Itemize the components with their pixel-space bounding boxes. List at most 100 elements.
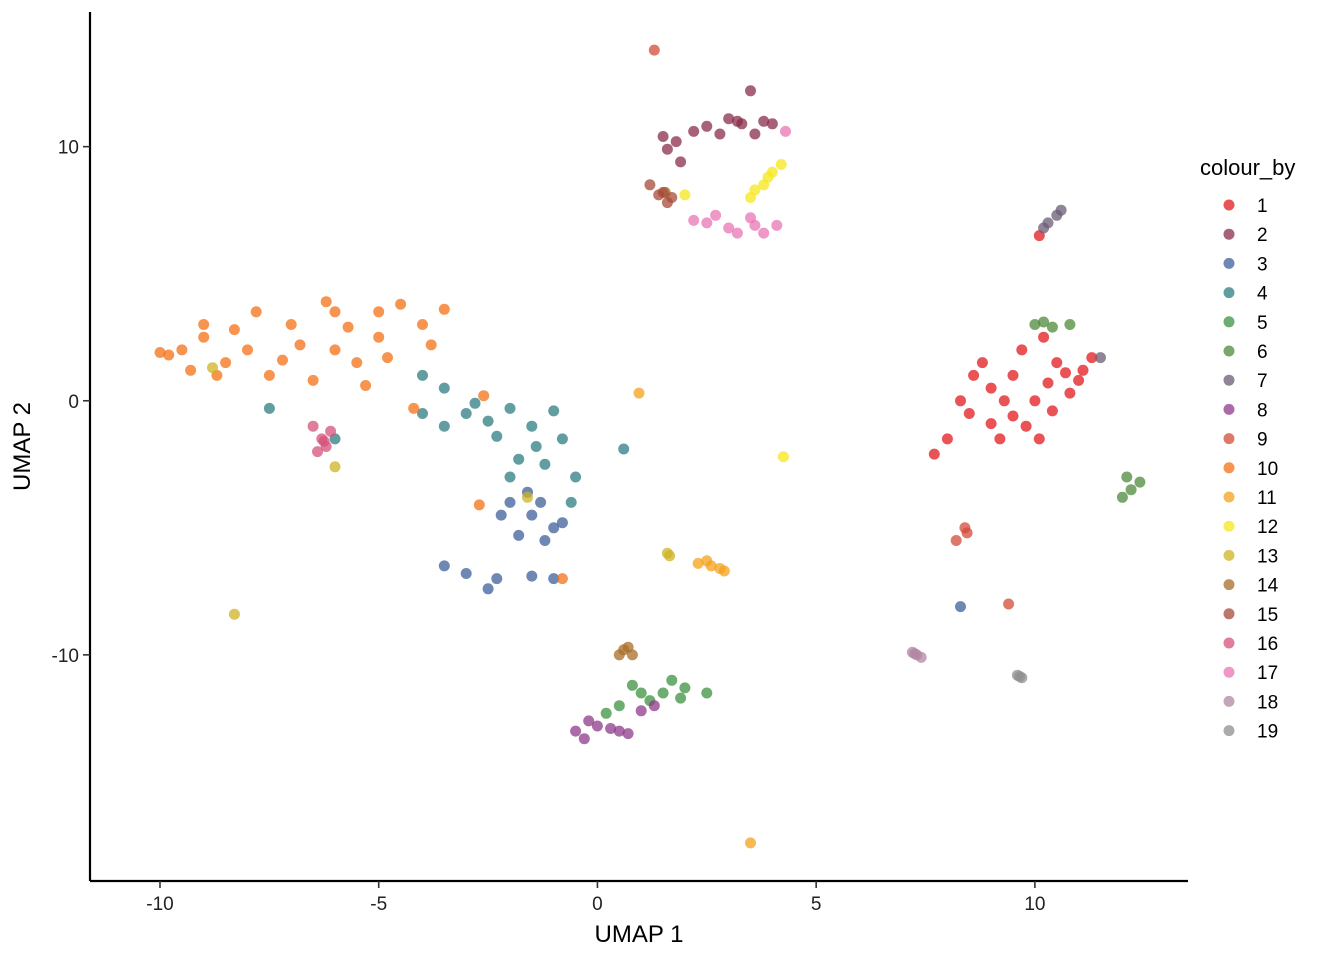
legend-key-11 (1223, 491, 1235, 503)
scatter-point-4 (417, 408, 428, 419)
scatter-point-8 (605, 723, 617, 734)
scatter-point-13 (207, 362, 218, 374)
scatter-point-6 (1046, 321, 1058, 333)
scatter-point-11 (745, 837, 756, 849)
y-axis-ticks: 10 0 -10 (52, 138, 90, 667)
scatter-point-5 (613, 700, 625, 712)
legend-key-4 (1223, 287, 1235, 299)
scatter-point-2 (675, 156, 687, 168)
scatter-point-10 (373, 306, 385, 318)
legend-key-6 (1223, 345, 1235, 357)
scatter-point-11 (718, 565, 730, 577)
scatter-point-16 (325, 425, 337, 437)
scatter-point-8 (578, 733, 590, 745)
scatter-point-2 (670, 136, 682, 148)
x-axis-title: UMAP 1 (595, 921, 684, 948)
x-axis-ticks: -10 -5 0 5 10 (146, 881, 1045, 915)
scatter-point-4 (504, 471, 516, 483)
legend-label-15: 15 (1257, 605, 1278, 626)
scatter-point-2 (736, 118, 748, 130)
scatter-point-17 (749, 219, 761, 231)
scatter-point-17 (701, 217, 713, 229)
legend-key-3 (1223, 257, 1235, 269)
scatter-point-1 (1060, 367, 1071, 379)
y-axis-title: UMAP 2 (9, 402, 36, 491)
scatter-point-6 (1029, 319, 1041, 330)
x-tick-label: 0 (592, 894, 603, 915)
scatter-point-2 (749, 128, 761, 140)
scatter-point-8 (583, 715, 595, 727)
legend-label-18: 18 (1257, 692, 1278, 713)
scatter-point-2 (688, 125, 700, 137)
legend-label-7: 7 (1257, 371, 1268, 392)
scatter-point-10 (342, 321, 354, 333)
scatter-point-1 (1038, 331, 1050, 343)
scatter-point-14 (626, 649, 638, 661)
scatter-point-5 (657, 687, 669, 699)
scatter-point-1 (1051, 357, 1063, 369)
scatter-point-10 (250, 306, 262, 318)
scatter-point-10 (478, 390, 490, 402)
scatter-point-10 (425, 339, 437, 351)
scatter-point-4 (526, 420, 538, 432)
scatter-point-3 (438, 560, 450, 572)
scatter-point-7 (1055, 204, 1067, 216)
scatter-point-3 (491, 573, 503, 585)
scatter-point-4 (438, 382, 450, 394)
x-tick-label: 5 (811, 894, 822, 915)
scatter-point-8 (613, 725, 625, 737)
scatter-point-7 (1095, 352, 1106, 364)
legend-key-10 (1223, 462, 1235, 474)
scatter-point-3 (535, 496, 547, 508)
legend-title: colour_by (1200, 155, 1295, 180)
scatter-point-3 (495, 509, 507, 521)
scatter-point-1 (985, 382, 997, 394)
legend-key-9 (1223, 433, 1235, 445)
scatter-point-19 (1014, 671, 1026, 682)
scatter-point-10 (198, 319, 210, 330)
scatter-point-8 (635, 705, 647, 717)
scatter-point-1 (985, 418, 997, 430)
scatter-point-4 (548, 405, 560, 417)
scatter-point-2 (745, 85, 756, 97)
x-tick-label: 10 (1024, 894, 1045, 915)
scatter-point-5 (600, 707, 612, 719)
scatter-point-13 (664, 550, 676, 562)
legend-key-12 (1223, 520, 1235, 532)
scatter-point-17 (688, 214, 700, 226)
legend-label-9: 9 (1257, 430, 1268, 451)
legend-key-14 (1223, 579, 1235, 591)
legend-label-14: 14 (1257, 576, 1279, 597)
scatter-point-5 (626, 679, 638, 691)
scatter-point-10 (438, 303, 450, 315)
scatter-point-4 (491, 430, 503, 442)
legend-key-15 (1223, 608, 1235, 620)
legend-key-19 (1223, 725, 1235, 737)
legend-label-16: 16 (1257, 634, 1278, 655)
scatter-point-5 (701, 687, 713, 699)
legend-label-10: 10 (1257, 459, 1278, 480)
scatter-point-9 (648, 44, 660, 56)
scatter-point-3 (539, 535, 551, 546)
legend-label-4: 4 (1257, 284, 1268, 305)
scatter-point-10 (176, 344, 188, 356)
scatter-point-4 (263, 402, 275, 414)
scatter-point-10 (373, 331, 385, 343)
legend-label-13: 13 (1257, 546, 1278, 567)
scatter-point-1 (1016, 344, 1028, 356)
legend-key-8 (1223, 403, 1235, 415)
scatter-point-2 (701, 120, 713, 132)
scatter-point-4 (539, 458, 551, 470)
scatter-point-1 (941, 433, 953, 445)
legend-label-12: 12 (1257, 517, 1278, 538)
scatter-point-5 (675, 692, 687, 704)
legend-label-19: 19 (1257, 722, 1278, 743)
scatter-point-8 (622, 728, 634, 740)
points-layer (154, 44, 1146, 849)
scatter-point-1 (1020, 420, 1032, 432)
scatter-point-10 (285, 319, 297, 330)
scatter-point-1 (1064, 387, 1076, 399)
scatter-point-3 (556, 517, 568, 529)
